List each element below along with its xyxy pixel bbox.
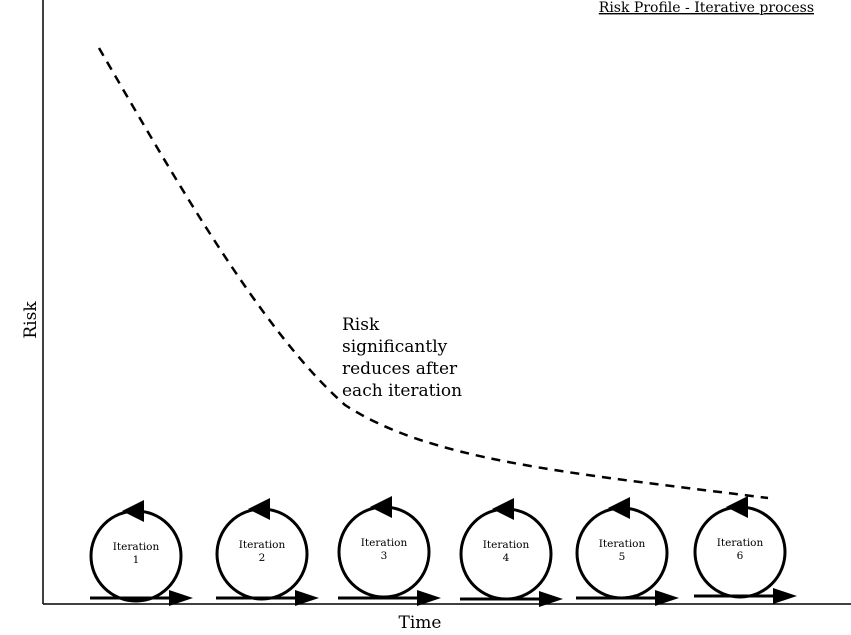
annotation-line: reduces after (342, 359, 458, 379)
progress-arrowhead-icon (169, 590, 193, 606)
progress-arrowhead-icon (773, 588, 797, 604)
progress-arrowhead-icon (539, 591, 563, 607)
iteration-label: Iteration (361, 537, 408, 549)
iteration-number: 1 (133, 554, 140, 566)
iteration-cycle: Iteration 3 (337, 496, 441, 606)
annotation-line: Risk (342, 315, 380, 335)
cycle-arrowhead-icon (492, 498, 514, 520)
iteration-number: 3 (381, 550, 388, 562)
iteration-cycles: Iteration 1 Iteration 2 Iteration 3 Iter… (89, 496, 797, 607)
cycle-arrowhead-icon (248, 498, 270, 520)
iteration-number: 5 (619, 551, 626, 563)
risk-annotation: Risk significantly reduces after each it… (342, 315, 463, 401)
iteration-cycle: Iteration 6 (693, 496, 797, 604)
x-axis-label: Time (399, 613, 442, 633)
iteration-cycle: Iteration 5 (575, 497, 679, 606)
progress-arrowhead-icon (655, 590, 679, 606)
cycle-arrowhead-icon (122, 500, 144, 522)
progress-arrowhead-icon (417, 590, 441, 606)
cycle-arrowhead-icon (370, 496, 392, 518)
iteration-number: 6 (737, 550, 744, 562)
iteration-label: Iteration (239, 539, 286, 551)
iteration-cycle: Iteration 2 (215, 498, 319, 606)
iteration-label: Iteration (483, 539, 530, 551)
y-axis-label: Risk (21, 301, 41, 339)
progress-arrowhead-icon (295, 590, 319, 606)
diagram-title: Risk Profile - Iterative process (599, 0, 814, 16)
iteration-number: 2 (259, 552, 266, 564)
iteration-number: 4 (503, 552, 510, 564)
annotation-line: significantly (342, 337, 448, 357)
iteration-label: Iteration (717, 537, 764, 549)
cycle-arrowhead-icon (608, 497, 630, 519)
cycle-arrowhead-icon (726, 496, 748, 518)
iteration-label: Iteration (113, 541, 160, 553)
annotation-line: each iteration (342, 381, 462, 401)
risk-curve (97, 47, 769, 500)
iteration-cycle: Iteration 1 (89, 500, 193, 606)
iteration-label: Iteration (599, 538, 646, 550)
iteration-cycle: Iteration 4 (459, 498, 563, 607)
